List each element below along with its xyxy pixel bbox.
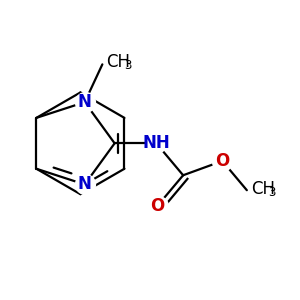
Text: NH: NH <box>142 134 170 152</box>
Text: O: O <box>151 196 165 214</box>
Text: 3: 3 <box>268 186 276 200</box>
Text: CH: CH <box>106 53 130 71</box>
Text: N: N <box>78 176 92 194</box>
Text: CH: CH <box>251 180 275 198</box>
Text: N: N <box>78 93 92 111</box>
Text: 3: 3 <box>124 59 131 72</box>
Text: O: O <box>215 152 230 170</box>
